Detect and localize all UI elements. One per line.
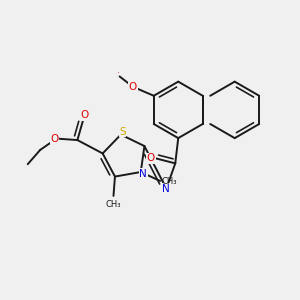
- Text: CH₃: CH₃: [162, 177, 177, 186]
- Text: O: O: [80, 110, 88, 120]
- Text: CH₃: CH₃: [106, 200, 121, 209]
- Text: O: O: [129, 82, 137, 92]
- Text: N: N: [163, 184, 170, 194]
- Text: O: O: [118, 72, 119, 73]
- Text: O: O: [147, 153, 155, 163]
- Text: N: N: [139, 169, 147, 178]
- Text: O: O: [50, 134, 58, 144]
- Text: O: O: [118, 72, 119, 73]
- Text: S: S: [119, 127, 126, 136]
